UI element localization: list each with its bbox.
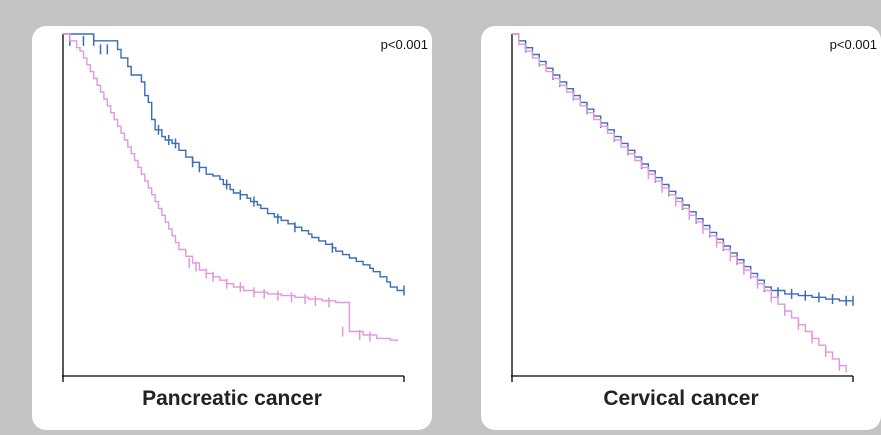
survival-curve-1 (63, 33, 404, 292)
km-panel-pancreatic: p<0.001 Pancreatic cancer (32, 26, 432, 430)
chart-title: Pancreatic cancer (142, 387, 322, 410)
chart-title: Cervical cancer (603, 387, 759, 410)
survival-curve-2 (63, 33, 398, 342)
p-value-label: p<0.001 (829, 37, 877, 52)
km-plot-cervical (511, 33, 854, 382)
p-value-label: p<0.001 (380, 37, 428, 52)
km-plot-pancreatic (62, 33, 405, 382)
survival-curve-2 (512, 33, 847, 373)
km-panel-cervical: p<0.001 Cervical cancer (481, 26, 881, 430)
survival-curve-1 (512, 33, 853, 302)
